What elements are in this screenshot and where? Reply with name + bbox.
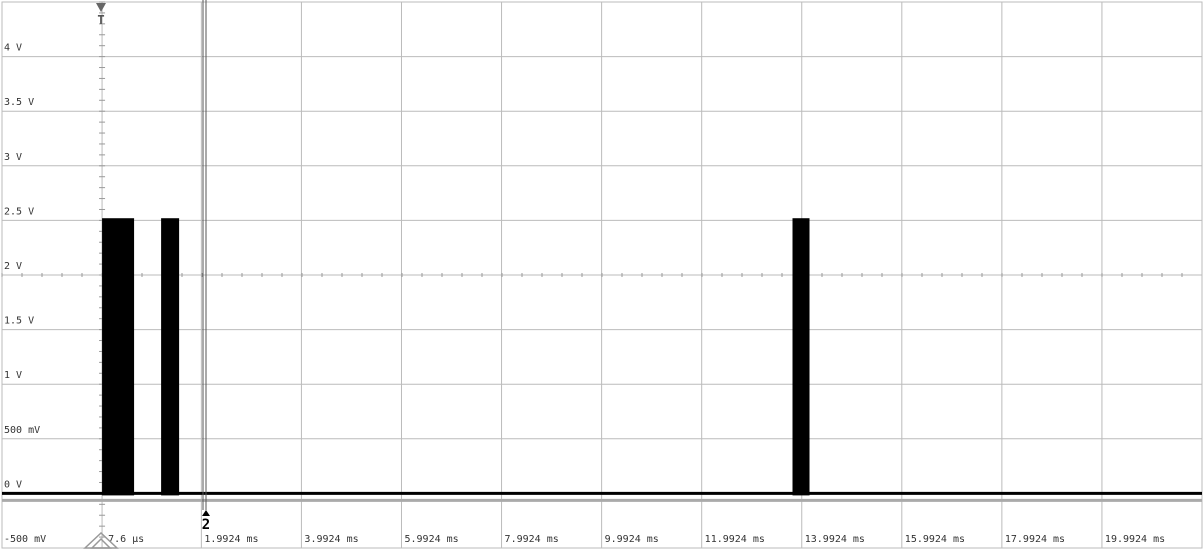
signal-burst	[792, 218, 810, 496]
y-tick-label: 500 mV	[4, 425, 40, 436]
signal-burst	[161, 218, 180, 496]
trigger-marker: T	[97, 13, 104, 27]
x-tick-label: 19.9924 ms	[1105, 534, 1165, 545]
cursor-marker: 2	[202, 517, 210, 533]
x-tick-label: 17.9924 ms	[1005, 534, 1065, 545]
y-tick-label: 0 V	[4, 479, 22, 490]
x-tick-label: 1.9924 ms	[204, 534, 258, 545]
x-tick-label: 5.9924 ms	[404, 534, 458, 545]
x-tick-label: 15.9924 ms	[905, 534, 965, 545]
y-tick-label: 4 V	[4, 43, 22, 54]
x-tick-label: 7.9924 ms	[505, 534, 559, 545]
y-tick-label: 3 V	[4, 152, 22, 163]
y-tick-label: -500 mV	[4, 534, 46, 545]
ground-marker-inner	[90, 537, 112, 549]
x-tick-label: 13.9924 ms	[805, 534, 865, 545]
x-tick-label: 9.9924 ms	[605, 534, 659, 545]
trigger-arrow	[96, 3, 106, 12]
x-tick-label: 3.9924 ms	[304, 534, 358, 545]
y-tick-label: 2 V	[4, 261, 22, 272]
x-tick-label: 7.6 µs	[108, 534, 144, 545]
y-tick-label: 1.5 V	[4, 316, 34, 327]
x-tick-label: 11.9924 ms	[705, 534, 765, 545]
y-tick-label: 2.5 V	[4, 206, 34, 217]
y-tick-label: 3.5 V	[4, 97, 34, 108]
signal-burst	[102, 218, 135, 496]
cursor-arrow	[202, 510, 210, 516]
y-tick-label: 1 V	[4, 370, 22, 381]
